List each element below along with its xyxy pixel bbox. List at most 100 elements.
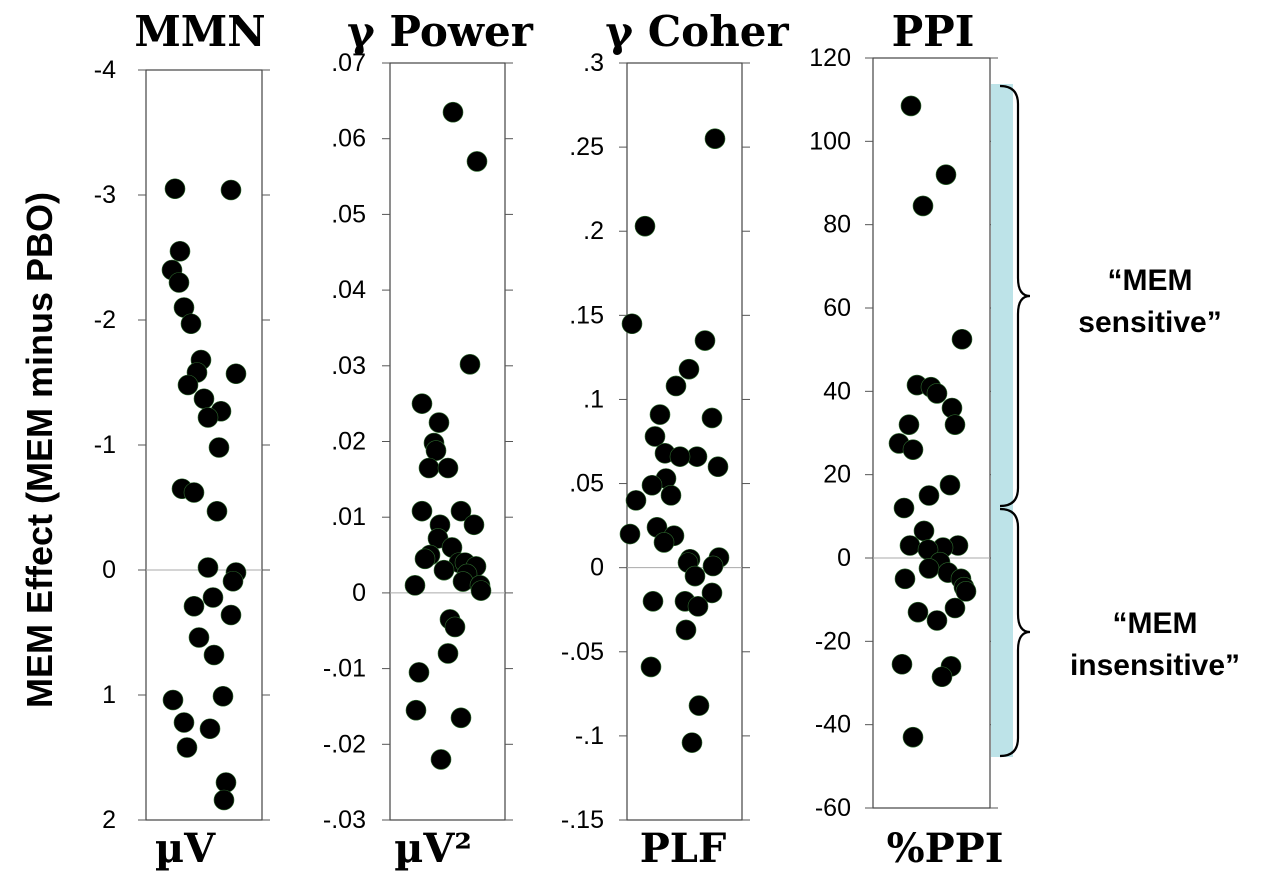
panel-1-data-point xyxy=(203,644,225,666)
sensitive-label-line1: “MEM xyxy=(1108,264,1193,297)
insensitive-brace xyxy=(999,507,1031,758)
panel-3-ytick-label: -.1 xyxy=(575,722,604,750)
panel-3-data-point xyxy=(642,591,664,612)
panel-3-ytick-label: .3 xyxy=(583,49,604,77)
panel-2-data-point xyxy=(450,707,472,729)
panel-2-ytick-label: .01 xyxy=(331,503,366,531)
panel-3-data-point xyxy=(701,407,723,429)
panel-1-data-point xyxy=(188,627,210,648)
panel-3-ytick-label: .1 xyxy=(583,385,604,413)
panel-2-data-point xyxy=(425,440,447,461)
panel-2-data-point xyxy=(459,353,481,375)
panel-3-data-point xyxy=(640,656,662,678)
panel-4-data-point xyxy=(955,581,977,602)
panel-4-data-point xyxy=(898,414,920,435)
panel-3-data-point xyxy=(649,404,671,425)
mem-band xyxy=(991,84,1013,757)
panel-3-data-point xyxy=(675,619,697,641)
panel-4-title: PPI xyxy=(892,7,975,56)
chart-panels: -4 -3 -2 -1 0 1 2 MMN µV -.03 -.02 -.01 0 .01 .02 .03 .0… xyxy=(94,7,1004,872)
sensitive-label-line2: sensitive” xyxy=(1078,306,1221,339)
panel-3-ytick-label: .2 xyxy=(583,217,604,245)
panel-3-unit-label: PLF xyxy=(640,825,727,872)
panel-1-ytick-label: -2 xyxy=(94,306,116,334)
panel-1-data-point xyxy=(225,363,247,385)
panel-1-data-point xyxy=(193,388,215,410)
panel-4-data-point xyxy=(907,601,929,623)
panel-4-data-point xyxy=(913,520,935,542)
panel-1-ytick-label: 1 xyxy=(102,681,116,709)
panel-3-data-point xyxy=(704,128,726,149)
panel-2-data-point xyxy=(414,548,436,570)
panel-4-ytick-label: -40 xyxy=(815,711,851,739)
panel-3-ytick-label: -.15 xyxy=(561,806,604,834)
panel-2-data-point xyxy=(408,662,430,683)
panel-4-ytick-label: -60 xyxy=(815,794,851,822)
panel-2-data-point xyxy=(444,616,466,638)
panel-1-data-point xyxy=(180,313,202,335)
panel-4-data-point xyxy=(893,497,915,519)
panel-1-data-point xyxy=(215,772,237,793)
panel-2-data-point xyxy=(437,643,459,664)
panel-1-title: MMN xyxy=(134,7,265,56)
panel-4-data-point xyxy=(931,666,953,688)
panel-3-ytick-label: .25 xyxy=(569,133,604,161)
panel-3: -.15 -.1 -.05 0 .05 .1 .15 .2 .25 .3γ Coher PLF xyxy=(561,7,790,872)
panel-1-unit-label: µV xyxy=(155,825,216,872)
panel-1-frame xyxy=(145,69,263,821)
panel-2-data-point xyxy=(470,580,492,601)
panel-3-data-point xyxy=(678,358,700,380)
panel-2-data-point xyxy=(450,500,472,522)
panel-3-data-point xyxy=(660,485,682,506)
panel-1-data-point xyxy=(162,689,184,711)
panel-3-data-point xyxy=(653,532,675,553)
panel-1-data-point xyxy=(213,789,235,811)
panel-2-data-point xyxy=(411,393,433,414)
panel-3-ytick-label: .05 xyxy=(569,470,604,498)
panel-3-ytick-label: -.05 xyxy=(561,638,604,666)
panel-1-data-point xyxy=(197,557,219,578)
panel-3-ytick-label: .15 xyxy=(569,301,604,329)
insensitive-label-line1: “MEM xyxy=(1113,607,1198,640)
panel-4: -60 -40 -20 0 20 40 60 80 100 120 PPI %PPI xyxy=(809,7,1003,872)
panel-2-ytick-label: .07 xyxy=(331,49,366,77)
y-axis-label: MEM Effect (MEM minus PBO) xyxy=(19,192,60,708)
panel-3-data-point xyxy=(644,426,666,447)
panel-1-data-point xyxy=(164,178,186,200)
panel-2-data-point xyxy=(405,699,427,721)
panel-3-data-point xyxy=(619,523,641,545)
panel-2-data-point xyxy=(466,151,488,172)
panel-2-data-point xyxy=(428,412,450,433)
panel-2-unit-label: µV² xyxy=(394,825,472,872)
panel-1-data-point xyxy=(208,437,230,458)
panel-3-data-point xyxy=(665,375,687,397)
panel-4-data-point xyxy=(944,597,966,619)
panel-1-ytick-label: -4 xyxy=(94,56,116,84)
panel-1: -4 -3 -2 -1 0 1 2 MMN µV xyxy=(94,7,270,872)
panel-2-ytick-label: -.01 xyxy=(323,655,366,683)
panel-1-ytick-label: -3 xyxy=(94,181,116,209)
panel-2-ytick-label: .02 xyxy=(331,428,366,456)
insensitive-label-line2: insensitive” xyxy=(1070,649,1240,682)
panel-3-data-point xyxy=(681,732,703,753)
panel-2-data-point xyxy=(404,575,426,596)
panel-3-data-point xyxy=(707,456,729,478)
panel-4-data-point xyxy=(902,439,924,460)
panel-4-data-point xyxy=(902,726,924,748)
panel-2-ytick-label: .05 xyxy=(331,200,366,228)
panel-1-data-point xyxy=(220,179,242,201)
panel-4-data-point xyxy=(891,653,913,675)
panel-4-ytick-label: 80 xyxy=(823,211,851,239)
panel-4-data-point xyxy=(912,195,934,217)
panel-4-ytick-label: 40 xyxy=(823,377,851,405)
panel-1-data-point xyxy=(177,374,199,396)
panel-4-ytick-label: 60 xyxy=(823,294,851,322)
panel-1-data-point xyxy=(173,712,195,733)
panel-4-ytick-label: 120 xyxy=(809,44,851,72)
panel-2-data-point xyxy=(418,457,440,479)
panel-4-data-point xyxy=(935,164,957,185)
panel-2-ytick-label: .03 xyxy=(331,352,366,380)
panel-1-ytick-label: -1 xyxy=(94,431,116,459)
panel-4-ytick-label: 20 xyxy=(823,461,851,489)
